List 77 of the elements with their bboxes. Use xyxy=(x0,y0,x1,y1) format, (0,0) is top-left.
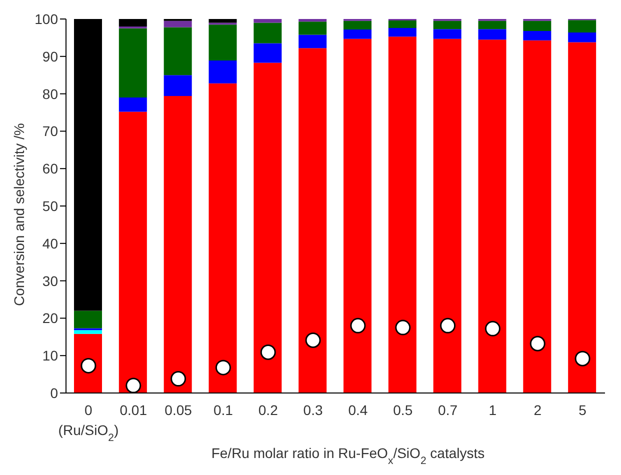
bar xyxy=(164,96,192,393)
y-tick-label: 80 xyxy=(42,86,58,102)
y-tick-label: 70 xyxy=(42,123,58,140)
bar xyxy=(164,20,192,28)
bar xyxy=(118,112,147,393)
bar xyxy=(254,19,282,23)
bar xyxy=(208,19,237,23)
x-tick-label: 0.7 xyxy=(438,402,458,418)
y-tick-label: 40 xyxy=(42,235,58,252)
bar xyxy=(344,38,372,393)
point xyxy=(574,350,590,366)
x-tick-label: 2 xyxy=(534,402,542,418)
bar xyxy=(433,29,462,39)
bar xyxy=(298,34,327,48)
bar xyxy=(388,28,416,37)
bar xyxy=(164,27,192,76)
bar xyxy=(298,48,327,393)
bar xyxy=(118,19,147,26)
point xyxy=(305,332,321,348)
bar xyxy=(298,22,327,35)
bar xyxy=(74,19,102,311)
y-tick-label: 50 xyxy=(42,198,58,214)
bar xyxy=(118,28,147,98)
x-tick-label: 1 xyxy=(488,402,497,418)
bar xyxy=(433,38,462,393)
y-tick-label: 10 xyxy=(42,348,58,364)
x-tick-label: 0.2 xyxy=(258,402,278,418)
y-tick-label: 60 xyxy=(42,160,58,177)
bar xyxy=(523,30,552,40)
y-tick-label: 0 xyxy=(50,384,58,401)
x-tick-label: 0.5 xyxy=(393,402,413,418)
bar xyxy=(568,42,596,393)
point xyxy=(350,318,366,334)
bar xyxy=(208,83,237,393)
bar xyxy=(74,310,102,328)
x-tick-label: 5 xyxy=(578,402,587,418)
bar xyxy=(344,20,372,30)
bar xyxy=(74,330,102,334)
point xyxy=(530,336,546,352)
bar xyxy=(478,20,506,30)
bar xyxy=(388,20,416,28)
y-tick-label: 100 xyxy=(34,10,58,27)
bar xyxy=(254,22,282,44)
point xyxy=(170,371,186,387)
bar xyxy=(433,20,462,30)
bar xyxy=(164,75,192,96)
point xyxy=(440,318,456,334)
bar xyxy=(254,43,282,63)
y-tick-label: 90 xyxy=(42,48,58,64)
bar xyxy=(344,29,372,39)
bar xyxy=(523,20,552,31)
x-tick-label: 0.4 xyxy=(348,402,368,418)
point xyxy=(126,378,142,393)
point xyxy=(484,320,500,336)
bar xyxy=(478,40,506,393)
bar xyxy=(208,24,237,61)
x-axis-title: Fe/Ru molar ratio in Ru-FeO$_{x}$/SiO$_{2}$ catalysts xyxy=(211,445,485,467)
bar xyxy=(118,98,147,112)
x-tick-label: 0.1 xyxy=(213,402,234,418)
bar xyxy=(568,20,596,32)
point xyxy=(395,320,411,336)
x-tick-label: 0.3 xyxy=(303,402,323,418)
y-axis-title: Conversion and selectivity /% xyxy=(10,123,27,306)
bar xyxy=(298,19,327,22)
bar xyxy=(254,62,282,393)
y-tick-label: 30 xyxy=(42,272,58,289)
point xyxy=(215,360,231,376)
bar xyxy=(388,36,416,393)
bar xyxy=(568,32,596,42)
x-tick-label: 0.01 xyxy=(120,402,148,418)
x-tick-label: 0.05 xyxy=(164,402,192,418)
y-tick-label: 20 xyxy=(42,310,58,326)
x-tick-label: 0 (Ru/SiO$_{2}$) xyxy=(58,402,119,444)
bar xyxy=(208,60,237,84)
bar xyxy=(523,40,552,393)
point xyxy=(260,344,276,360)
bar xyxy=(478,29,506,40)
